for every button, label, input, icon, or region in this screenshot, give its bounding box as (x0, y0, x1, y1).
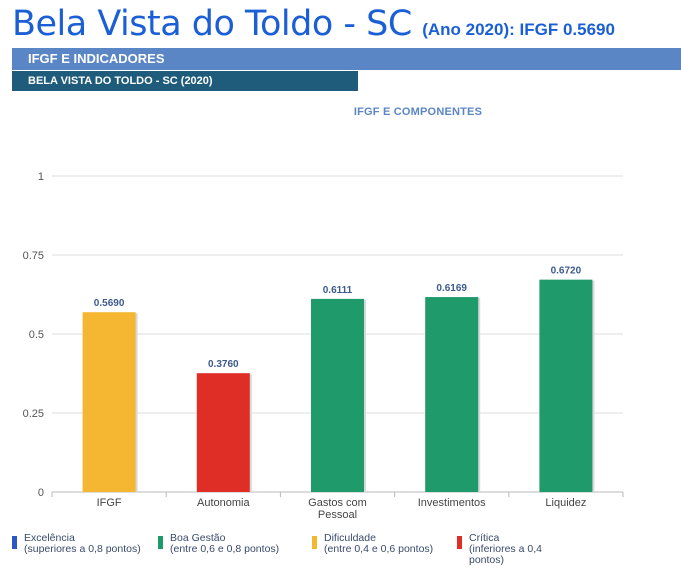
legend-label: Excelência (24, 532, 75, 544)
data-label: 0.6111 (323, 285, 353, 296)
legend-swatch-boa-gestao (158, 536, 163, 549)
page-title: Bela Vista do Toldo - SC (12, 4, 412, 44)
data-label: 0.3760 (208, 359, 239, 370)
y-tick-label: 0 (38, 487, 44, 499)
x-tick-label: IFGF (97, 497, 122, 509)
legend-swatch-critica (457, 536, 462, 549)
x-tick-label: Investimentos (418, 497, 486, 509)
legend-label: Dificuldade (324, 532, 376, 544)
legend-detail: (superiores a 0,8 pontos) (24, 543, 141, 555)
bar (539, 279, 593, 492)
bar (196, 373, 250, 492)
data-label: 0.5690 (94, 298, 125, 309)
page-title-row: Bela Vista do Toldo - SC (Ano 2020): IFG… (12, 4, 677, 48)
legend-swatch-dificuldade (312, 536, 317, 549)
y-tick-label: 0.75 (23, 250, 44, 262)
legend: Excelência (superiores a 0,8 pontos) Boa… (0, 533, 681, 573)
y-tick-label: 0.25 (23, 408, 44, 420)
legend-label: Boa Gestão (170, 532, 226, 544)
section-band-secondary: BELA VISTA DO TOLDO - SC (2020) (12, 71, 358, 91)
page-subtitle: (Ano 2020): IFGF 0.5690 (422, 20, 615, 39)
section-band-primary: IFGF E INDICADORES (12, 48, 681, 70)
legend-detail: (entre 0,4 e 0,6 pontos) (324, 543, 434, 555)
x-tick-label: Liquidez (545, 497, 586, 509)
data-label: 0.6169 (436, 283, 467, 294)
bar (425, 297, 479, 492)
x-tick-label: Gastos com (308, 497, 367, 509)
chart-title: IFGF E COMPONENTES (353, 106, 483, 118)
legend-detail: (entre 0,6 e 0,8 pontos) (170, 543, 280, 555)
y-tick-label: 0.5 (29, 329, 44, 341)
x-tick-label: Pessoal (318, 509, 357, 521)
x-tick-label: Autonomia (197, 497, 250, 509)
bar (311, 298, 364, 492)
bar-chart: 0 0.25 0.5 0.75 1 0.5690 IFGF 0.3760 Autonomia 0.… (23, 171, 624, 521)
y-tick-label: 1 (38, 171, 44, 183)
data-label: 0.6720 (551, 266, 582, 277)
legend-detail: (inferiores a 0,4 pontos) (469, 543, 542, 566)
legend-swatch-excelencia (12, 536, 17, 549)
bar (82, 312, 136, 492)
legend-label: Crítica (469, 532, 500, 544)
